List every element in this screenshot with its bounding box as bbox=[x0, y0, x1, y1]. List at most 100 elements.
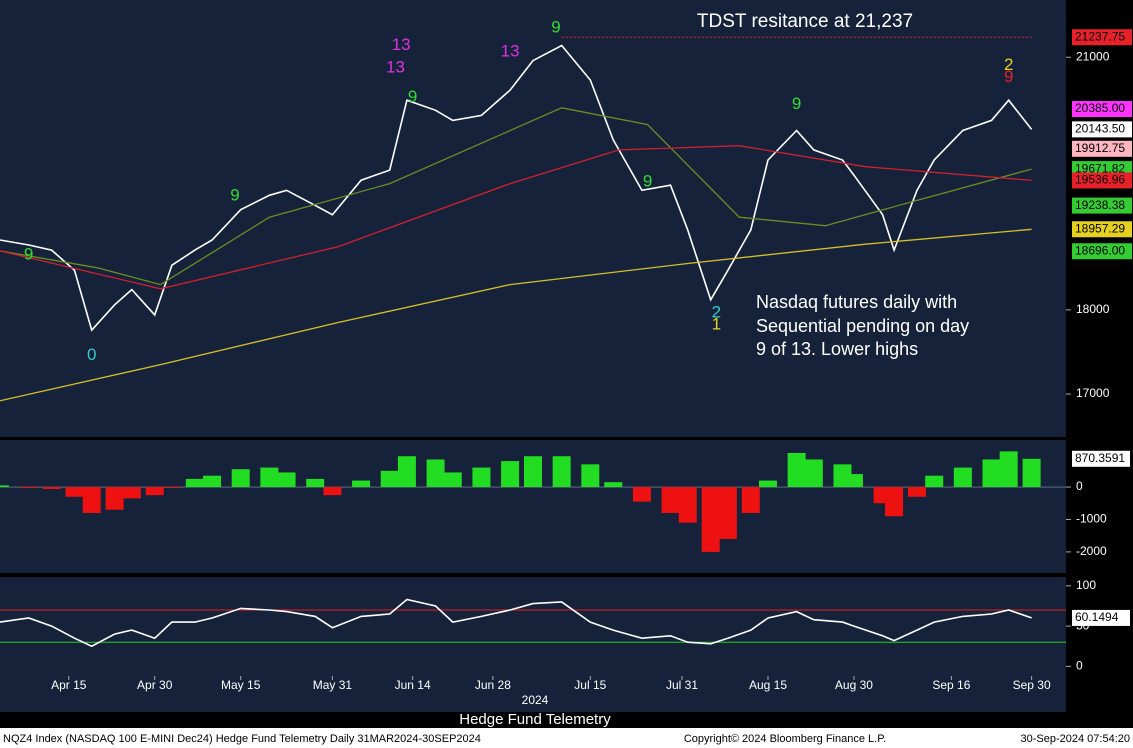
sequential-count: 2 bbox=[1004, 55, 1013, 74]
x-tick-label: Apr 15 bbox=[51, 678, 87, 692]
sequential-count: 1 bbox=[712, 314, 721, 333]
footer-bar bbox=[0, 728, 1133, 748]
bar bbox=[105, 487, 124, 510]
note-line: 9 of 13. Lower highs bbox=[756, 339, 918, 359]
x-tick-label: Apr 30 bbox=[137, 678, 173, 692]
bar bbox=[701, 487, 720, 552]
bar bbox=[380, 470, 399, 488]
copyright: Copyright© 2024 Bloomberg Finance L.P. bbox=[684, 733, 886, 745]
date-axis bbox=[0, 676, 1066, 712]
bar bbox=[306, 478, 325, 488]
price-label-box bbox=[1072, 243, 1132, 260]
sequential-count: 9 bbox=[551, 17, 560, 36]
x-tick-label: Jul 15 bbox=[574, 678, 606, 692]
bar bbox=[604, 482, 623, 488]
bar bbox=[552, 456, 571, 488]
annotation: TDST resitance at 21,237 bbox=[697, 11, 913, 32]
bar bbox=[953, 467, 972, 488]
bar bbox=[925, 475, 944, 488]
price-label: 19536.96 bbox=[1075, 173, 1125, 187]
bar bbox=[42, 487, 61, 489]
bar bbox=[162, 487, 181, 489]
x-tick-label: May 15 bbox=[221, 678, 261, 692]
caption: Hedge Fund Telemetry bbox=[459, 711, 611, 728]
sequential-count: 9 bbox=[643, 171, 652, 190]
bar bbox=[472, 467, 491, 488]
price-label: 19912.75 bbox=[1075, 141, 1125, 155]
bar bbox=[0, 485, 9, 488]
price-label-box bbox=[1072, 140, 1132, 157]
x-tick-label: Jun 28 bbox=[475, 678, 511, 692]
price-label: 21237.75 bbox=[1075, 29, 1125, 43]
y-tick-label: 21000 bbox=[1076, 49, 1110, 63]
series-line bbox=[0, 598, 1032, 648]
bar bbox=[426, 459, 445, 488]
bar bbox=[741, 487, 760, 513]
x-tick-label: May 31 bbox=[313, 678, 353, 692]
bar bbox=[203, 475, 222, 488]
bar bbox=[352, 480, 371, 488]
series-line bbox=[0, 228, 1032, 402]
bar bbox=[907, 487, 926, 497]
y-tick-label: -2000 bbox=[1076, 544, 1107, 558]
price-label-box bbox=[1072, 172, 1132, 189]
bar bbox=[231, 469, 250, 488]
bar bbox=[443, 472, 462, 488]
bar bbox=[1022, 458, 1041, 488]
bar bbox=[323, 487, 342, 496]
price-panel bbox=[0, 0, 1066, 437]
note-line: Sequential pending on day bbox=[756, 316, 969, 336]
series-line bbox=[0, 107, 1032, 286]
price-label: 19671.82 bbox=[1075, 161, 1125, 175]
price-label-box bbox=[1072, 197, 1132, 214]
x-tick-label: Aug 30 bbox=[835, 678, 873, 692]
last-value-label: 60.1494 bbox=[1075, 610, 1119, 624]
x-axis-label: 2024 bbox=[522, 693, 549, 707]
price-label: 18957.29 bbox=[1075, 221, 1125, 235]
bar bbox=[524, 456, 542, 488]
last-value-box bbox=[1072, 609, 1130, 626]
sequential-count: 13 bbox=[386, 58, 405, 77]
bar bbox=[804, 459, 823, 488]
x-tick-label: Sep 30 bbox=[1013, 678, 1051, 692]
bar bbox=[65, 487, 84, 497]
price-label-box bbox=[1072, 101, 1132, 118]
bar bbox=[885, 487, 904, 517]
price-label-box bbox=[1072, 121, 1132, 138]
price-label: 20143.50 bbox=[1075, 122, 1125, 136]
footer-left: NQZ4 Index (NASDAQ 100 E-MINI Dec24) Hed… bbox=[3, 733, 481, 745]
sequential-count: 2 bbox=[712, 303, 721, 322]
bar bbox=[632, 487, 651, 502]
x-tick-label: Jun 14 bbox=[395, 678, 431, 692]
bar bbox=[581, 464, 600, 488]
bar bbox=[19, 487, 38, 489]
sequential-count: 9 bbox=[24, 245, 33, 264]
y-tick-label: -1000 bbox=[1076, 512, 1107, 526]
price-label-box bbox=[1072, 221, 1132, 238]
x-tick-label: Aug 15 bbox=[749, 678, 787, 692]
sequential-count: 9 bbox=[230, 186, 239, 205]
price-label-box bbox=[1072, 29, 1132, 46]
bar bbox=[999, 451, 1018, 488]
bar bbox=[122, 487, 141, 499]
x-tick-label: Sep 16 bbox=[932, 678, 970, 692]
bar bbox=[787, 452, 806, 488]
bar bbox=[661, 487, 680, 513]
y-tick-label: 0 bbox=[1076, 479, 1083, 493]
series-line bbox=[0, 44, 1033, 332]
bar bbox=[397, 456, 416, 488]
price-label: 19238.38 bbox=[1075, 198, 1125, 212]
sequential-count: 9 bbox=[1004, 67, 1013, 86]
price-label: 18696.00 bbox=[1075, 243, 1125, 257]
bar bbox=[678, 487, 697, 523]
sequential-count: 9 bbox=[792, 94, 801, 113]
timestamp: 30-Sep-2024 07:54:20 bbox=[1021, 733, 1130, 745]
y-tick-label: 0 bbox=[1076, 659, 1083, 673]
bar bbox=[718, 487, 737, 539]
bar bbox=[982, 459, 1001, 488]
oscillator-panel bbox=[0, 577, 1066, 676]
sequential-count: 9 bbox=[408, 87, 417, 106]
last-value-label: 870.3591 bbox=[1075, 451, 1125, 465]
bar bbox=[185, 478, 204, 488]
